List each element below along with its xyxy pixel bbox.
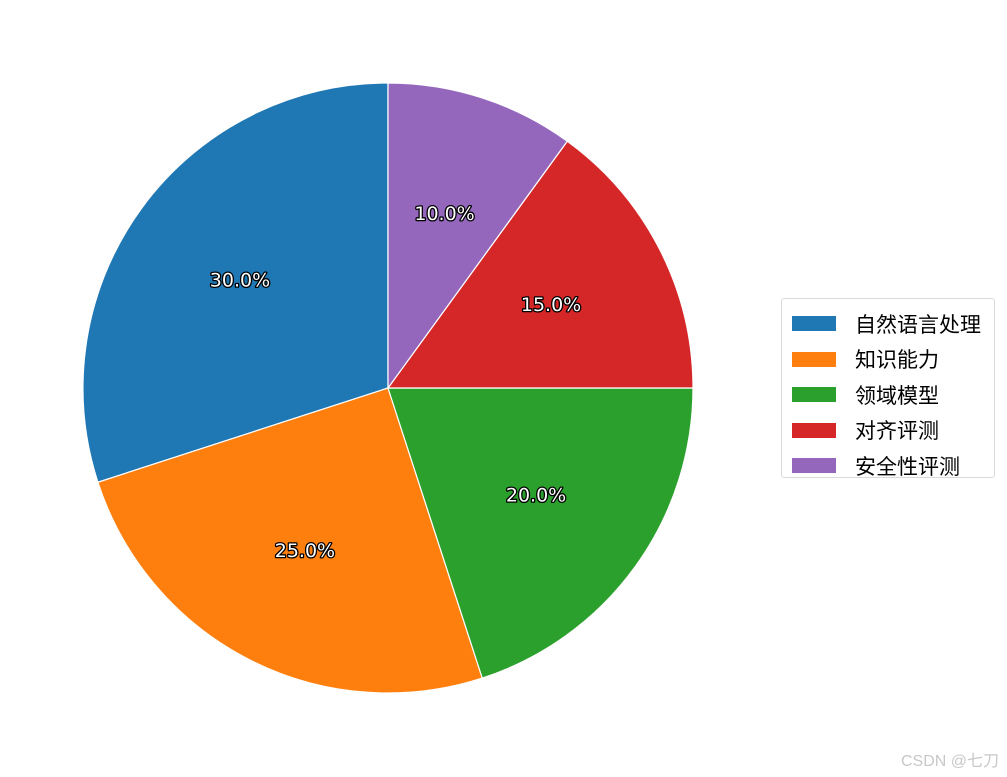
legend-label: 知识能力 <box>855 348 939 373</box>
legend-label: 对齐评测 <box>855 419 939 444</box>
legend-label: 安全性评测 <box>855 454 960 479</box>
legend: 自然语言处理 知识能力 领域模型 对齐评测 安全性评测 <box>781 298 995 479</box>
legend-label: 领域模型 <box>855 383 939 408</box>
legend-item: 安全性评测 <box>792 448 994 484</box>
pie-percent-labels: 30.0% 25.0% 20.0% 15.0% 10.0% <box>208 202 582 564</box>
pie-slice <box>387 387 694 679</box>
pie-percent-label: 25.0% <box>275 540 335 562</box>
legend-swatch <box>792 351 836 367</box>
pie-slice <box>97 387 483 694</box>
legend-item: 领域模型 <box>792 377 994 413</box>
legend-item: 对齐评测 <box>792 413 994 449</box>
pie-percent-label: 20.0% <box>506 485 566 507</box>
legend-swatch <box>792 316 836 332</box>
pie-slice <box>387 82 568 389</box>
pie-slice <box>82 82 389 483</box>
legend-swatch <box>792 422 836 438</box>
legend-item: 自然语言处理 <box>792 306 994 342</box>
pie-slices <box>82 82 694 694</box>
legend-item: 知识能力 <box>792 342 994 378</box>
pie-percent-label: 10.0% <box>414 203 474 225</box>
watermark: CSDN @七刀 <box>900 753 999 770</box>
legend-label: 自然语言处理 <box>855 312 981 337</box>
pie-percent-label: 30.0% <box>210 269 270 291</box>
pie-slice <box>387 140 694 389</box>
pie-percent-label: 15.0% <box>521 294 581 316</box>
legend-swatch <box>792 387 836 403</box>
legend-swatch <box>792 458 836 474</box>
